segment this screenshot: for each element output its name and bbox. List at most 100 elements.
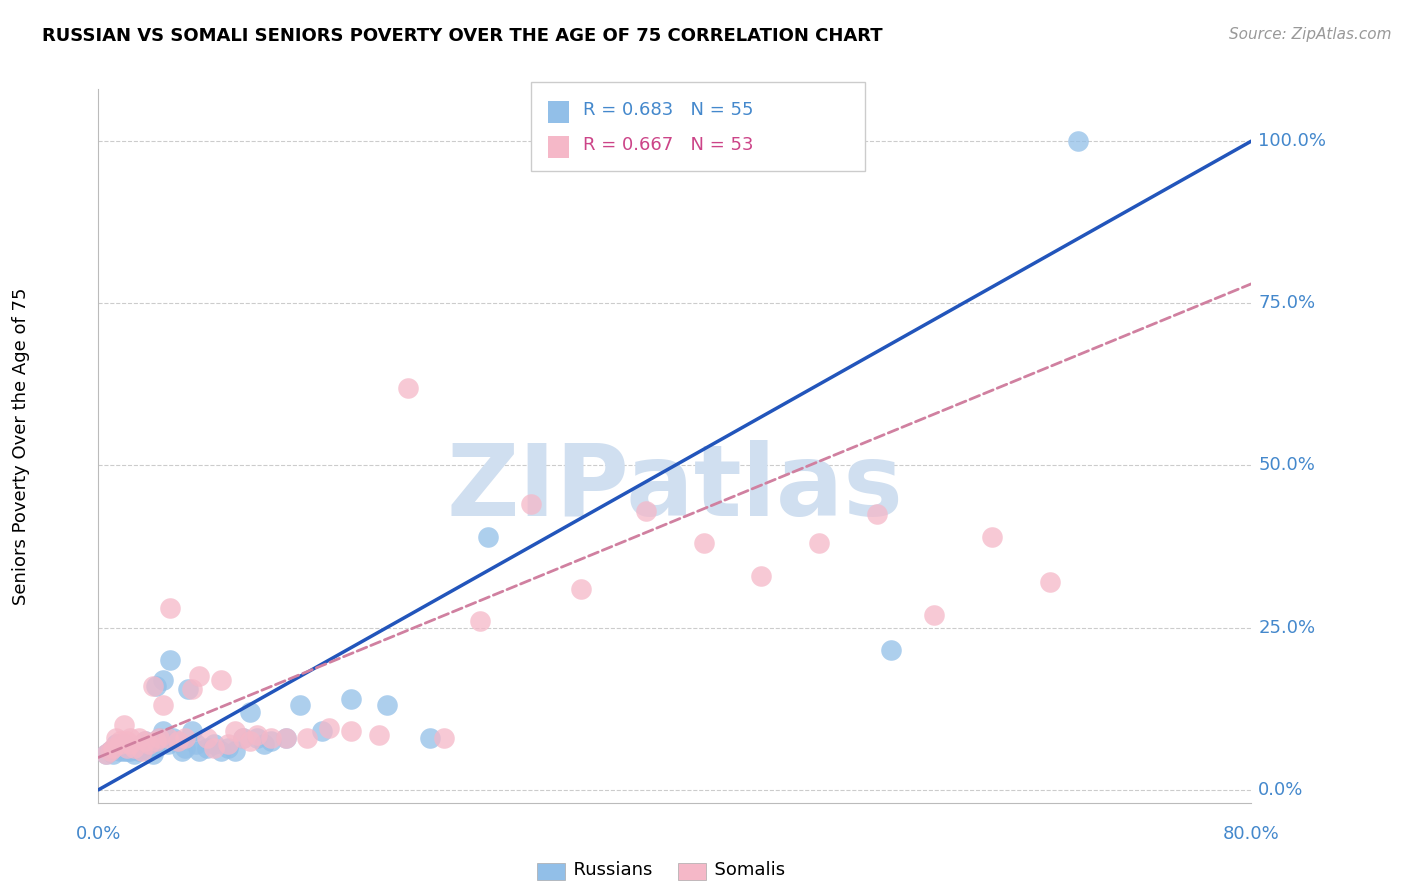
Point xyxy=(134,734,156,748)
Point xyxy=(117,734,138,748)
Point xyxy=(239,705,262,719)
Point xyxy=(128,744,150,758)
Point xyxy=(131,740,153,755)
Point xyxy=(174,740,197,755)
Point xyxy=(246,728,269,742)
Point xyxy=(290,698,312,713)
Point xyxy=(177,682,200,697)
Point xyxy=(209,744,232,758)
Point xyxy=(195,740,218,755)
Text: 100.0%: 100.0% xyxy=(1258,132,1326,150)
Text: 50.0%: 50.0% xyxy=(1258,457,1315,475)
Point xyxy=(152,724,174,739)
Point xyxy=(94,747,117,761)
Point xyxy=(368,728,391,742)
Text: RUSSIAN VS SOMALI SENIORS POVERTY OVER THE AGE OF 75 CORRELATION CHART: RUSSIAN VS SOMALI SENIORS POVERTY OVER T… xyxy=(42,27,883,45)
Point xyxy=(142,679,165,693)
FancyBboxPatch shape xyxy=(548,136,569,158)
Point xyxy=(231,731,254,745)
Point xyxy=(138,744,160,758)
Point xyxy=(396,381,419,395)
Point xyxy=(569,582,592,596)
Point xyxy=(807,536,830,550)
Point xyxy=(339,724,361,739)
Point xyxy=(181,724,204,739)
Text: R = 0.683   N = 55: R = 0.683 N = 55 xyxy=(582,102,754,120)
Point xyxy=(202,740,225,755)
Point xyxy=(108,744,131,758)
Point xyxy=(260,731,283,745)
Point xyxy=(1038,575,1062,590)
Point xyxy=(101,747,124,761)
Point xyxy=(131,744,153,758)
Point xyxy=(108,734,131,748)
Point xyxy=(156,731,179,745)
Point xyxy=(246,731,269,745)
Point xyxy=(260,734,283,748)
Point xyxy=(138,738,160,752)
Text: 0.0%: 0.0% xyxy=(1258,780,1303,799)
Text: Somalis: Somalis xyxy=(703,861,785,879)
Point xyxy=(202,738,225,752)
Point xyxy=(339,692,361,706)
Point xyxy=(120,740,142,755)
Point xyxy=(128,731,150,745)
Point xyxy=(477,530,499,544)
Point xyxy=(188,669,211,683)
Point xyxy=(188,744,211,758)
Point xyxy=(124,747,146,761)
Point xyxy=(186,738,208,752)
Point xyxy=(138,738,160,752)
Point xyxy=(108,740,131,755)
Point xyxy=(253,738,276,752)
Point xyxy=(98,744,121,758)
Point xyxy=(112,744,135,758)
Point xyxy=(922,607,945,622)
Text: ZIPatlas: ZIPatlas xyxy=(447,441,903,537)
Point xyxy=(117,744,138,758)
Point xyxy=(104,731,127,745)
Point xyxy=(1067,134,1090,148)
Point xyxy=(520,497,543,511)
Point xyxy=(162,731,184,745)
Text: R = 0.667   N = 53: R = 0.667 N = 53 xyxy=(582,136,754,153)
Point xyxy=(156,738,179,752)
Point xyxy=(145,734,167,748)
Point xyxy=(433,731,456,745)
Point xyxy=(117,740,138,755)
FancyBboxPatch shape xyxy=(548,101,569,122)
Point xyxy=(142,747,165,761)
Point xyxy=(217,738,239,752)
Point xyxy=(120,738,142,752)
Point xyxy=(104,738,127,752)
Point xyxy=(224,744,246,758)
Point xyxy=(751,568,773,582)
Point xyxy=(101,740,124,755)
Text: 80.0%: 80.0% xyxy=(1223,825,1279,843)
Point xyxy=(98,744,121,758)
Point xyxy=(297,731,319,745)
Point xyxy=(181,682,204,697)
Point xyxy=(981,530,1004,544)
Point xyxy=(117,740,138,755)
Point xyxy=(124,740,146,755)
Point xyxy=(94,747,117,761)
Point xyxy=(274,731,297,745)
Point xyxy=(693,536,716,550)
FancyBboxPatch shape xyxy=(530,82,865,171)
Point xyxy=(866,507,889,521)
Point xyxy=(880,643,903,657)
Point xyxy=(131,738,153,752)
Point xyxy=(159,601,181,615)
Point xyxy=(148,731,170,745)
Point xyxy=(152,673,174,687)
Point xyxy=(166,734,188,748)
Text: Seniors Poverty Over the Age of 75: Seniors Poverty Over the Age of 75 xyxy=(13,287,30,605)
Point xyxy=(239,734,262,748)
Point xyxy=(375,698,398,713)
Point xyxy=(217,740,239,755)
Point xyxy=(470,614,492,628)
Point xyxy=(152,698,174,713)
Point xyxy=(636,504,658,518)
Text: 25.0%: 25.0% xyxy=(1258,619,1316,637)
